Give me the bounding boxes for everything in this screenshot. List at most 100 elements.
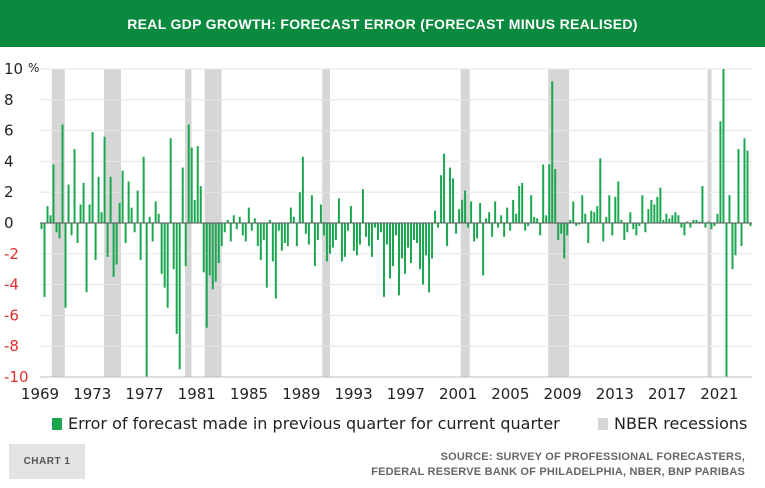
bar bbox=[602, 223, 605, 242]
bar bbox=[698, 221, 701, 223]
y-axis-unit: % bbox=[28, 61, 39, 75]
bar bbox=[467, 223, 470, 228]
bar bbox=[43, 223, 46, 297]
bar bbox=[704, 223, 707, 228]
bar bbox=[229, 223, 232, 242]
bar bbox=[367, 223, 370, 247]
bar bbox=[100, 212, 103, 223]
chart-title-banner: REAL GDP GROWTH: FORECAST ERROR (FORECAS… bbox=[0, 0, 765, 47]
bar bbox=[590, 210, 593, 223]
bar bbox=[584, 213, 587, 223]
bar bbox=[253, 218, 256, 223]
bar bbox=[644, 223, 647, 233]
bar bbox=[151, 223, 154, 242]
bar bbox=[731, 223, 734, 270]
bar bbox=[49, 215, 52, 223]
bar bbox=[166, 223, 169, 308]
bar bbox=[431, 223, 434, 259]
bar bbox=[142, 156, 145, 223]
bar bbox=[205, 223, 208, 328]
source-note: SOURCE: SURVEY OF PROFESSIONAL FORECASTE… bbox=[371, 450, 745, 480]
bar bbox=[58, 223, 61, 239]
bar bbox=[677, 215, 680, 223]
bar bbox=[349, 206, 352, 223]
bar bbox=[289, 207, 292, 223]
bar bbox=[277, 223, 280, 231]
x-tick-label: 1981 bbox=[178, 385, 216, 403]
bar bbox=[157, 213, 160, 223]
bar bbox=[407, 223, 410, 248]
bar bbox=[710, 223, 713, 230]
bar bbox=[358, 223, 361, 245]
bar bbox=[683, 223, 686, 236]
bar bbox=[668, 218, 671, 223]
x-tick-label: 2009 bbox=[543, 385, 581, 403]
bar bbox=[659, 187, 662, 223]
bar bbox=[124, 223, 127, 244]
y-tick-label: -8 bbox=[4, 337, 19, 355]
y-tick-label: -2 bbox=[4, 245, 19, 263]
bar bbox=[701, 186, 704, 223]
bar bbox=[614, 196, 617, 223]
bar bbox=[64, 223, 67, 308]
bar bbox=[223, 223, 226, 233]
bar bbox=[662, 219, 665, 223]
bar bbox=[728, 195, 731, 223]
bar bbox=[749, 223, 752, 227]
bar bbox=[455, 223, 458, 234]
y-tick-label: -4 bbox=[4, 276, 19, 294]
bar bbox=[497, 223, 500, 228]
bar bbox=[319, 204, 322, 223]
bar bbox=[376, 223, 379, 240]
bar bbox=[202, 223, 205, 273]
bar bbox=[464, 190, 467, 223]
x-tick-label: 2013 bbox=[596, 385, 634, 403]
x-tick-label: 1989 bbox=[282, 385, 320, 403]
bar bbox=[265, 223, 268, 288]
bar bbox=[650, 199, 653, 223]
bar bbox=[103, 136, 106, 223]
bar bbox=[623, 223, 626, 240]
bar bbox=[476, 223, 479, 239]
bar bbox=[97, 176, 100, 223]
bar bbox=[434, 210, 437, 223]
bar bbox=[94, 223, 97, 260]
bar bbox=[518, 186, 521, 223]
bar bbox=[707, 221, 710, 223]
bar bbox=[389, 223, 391, 279]
bar bbox=[695, 219, 698, 223]
bar bbox=[578, 223, 581, 225]
x-tick-label: 2017 bbox=[648, 385, 686, 403]
bar bbox=[304, 223, 307, 234]
bar bbox=[461, 199, 464, 223]
bar bbox=[671, 215, 674, 223]
bar bbox=[392, 223, 394, 267]
bar bbox=[211, 223, 214, 290]
bar bbox=[247, 207, 250, 223]
bar bbox=[563, 223, 566, 259]
bar bbox=[515, 213, 518, 223]
bar bbox=[440, 175, 443, 223]
bar bbox=[674, 212, 677, 223]
bar bbox=[112, 223, 115, 277]
bar bbox=[545, 215, 548, 223]
bar bbox=[524, 223, 527, 231]
chart-number-label: CHART 1 bbox=[23, 456, 71, 467]
bar bbox=[494, 201, 497, 223]
bar bbox=[428, 223, 431, 293]
bar bbox=[52, 164, 55, 223]
bar bbox=[413, 223, 416, 240]
bar bbox=[46, 206, 49, 223]
bar bbox=[250, 223, 253, 231]
bar bbox=[503, 223, 506, 237]
legend-recession-label: NBER recessions bbox=[614, 414, 748, 433]
bar bbox=[82, 182, 85, 223]
bar bbox=[118, 202, 121, 223]
bar bbox=[398, 223, 400, 296]
bar bbox=[256, 223, 259, 247]
bar bbox=[337, 198, 340, 223]
bar bbox=[262, 223, 265, 240]
bar bbox=[536, 218, 539, 223]
bar bbox=[346, 223, 349, 231]
bar bbox=[488, 212, 491, 223]
